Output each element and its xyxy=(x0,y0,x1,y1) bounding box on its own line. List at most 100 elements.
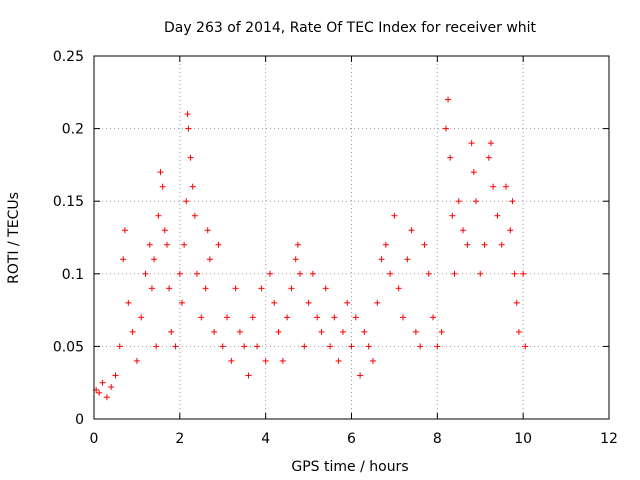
x-tick-label: 10 xyxy=(514,431,532,447)
axes: 0 2 4 6 8 10 12 0 0.05 0.1 0.15 0.2 0.25 xyxy=(53,49,618,447)
data-point xyxy=(288,285,295,292)
data-point xyxy=(485,154,492,161)
grid xyxy=(94,56,609,419)
data-point xyxy=(391,212,398,219)
data-point xyxy=(211,328,218,335)
data-point xyxy=(198,314,205,321)
x-tick-label: 2 xyxy=(175,431,184,447)
data-point xyxy=(120,256,127,263)
data-point xyxy=(153,343,160,350)
data-point xyxy=(142,270,149,277)
data-point xyxy=(275,328,282,335)
data-point xyxy=(206,256,213,263)
data-point xyxy=(116,343,123,350)
data-point xyxy=(494,212,501,219)
data-point xyxy=(503,183,509,190)
data-point xyxy=(387,270,394,277)
data-point xyxy=(445,96,452,103)
data-point xyxy=(279,357,286,364)
data-point xyxy=(382,241,389,248)
data-point xyxy=(455,198,462,205)
chart-title: Day 263 of 2014, Rate Of TEC Index for r… xyxy=(164,20,537,36)
data-point xyxy=(185,125,192,132)
data-point xyxy=(172,343,179,350)
data-point xyxy=(487,140,494,147)
data-point xyxy=(245,372,252,379)
data-point xyxy=(146,241,153,248)
data-point xyxy=(472,198,479,205)
data-point xyxy=(194,270,200,277)
data-point xyxy=(404,256,411,263)
x-tick-label: 0 xyxy=(90,431,99,447)
data-point xyxy=(470,169,477,176)
x-tick-label: 12 xyxy=(600,431,618,447)
data-point xyxy=(408,227,415,234)
data-point xyxy=(204,227,211,234)
data-point xyxy=(232,285,239,292)
data-point xyxy=(434,343,441,350)
data-point xyxy=(112,372,119,379)
data-point xyxy=(335,357,342,364)
data-point xyxy=(318,328,325,335)
data-point xyxy=(513,299,520,306)
y-axis-label: ROTI / TECUs xyxy=(6,192,22,284)
x-tick-label: 6 xyxy=(347,431,356,447)
data-point xyxy=(365,343,372,350)
data-point xyxy=(266,270,273,277)
data-point xyxy=(258,285,265,292)
data-point xyxy=(187,154,194,161)
data-point xyxy=(451,270,458,277)
y-tick-label: 0.2 xyxy=(62,122,84,138)
data-point xyxy=(294,241,301,248)
data-point xyxy=(184,111,191,118)
data-point xyxy=(507,227,514,234)
data-point xyxy=(297,270,303,277)
data-point xyxy=(515,328,522,335)
data-point xyxy=(449,212,456,219)
data-point xyxy=(241,343,248,350)
data-point xyxy=(129,328,136,335)
data-point xyxy=(168,328,175,335)
data-point xyxy=(417,343,424,350)
data-point xyxy=(254,343,261,350)
data-point xyxy=(271,299,278,306)
data-point xyxy=(322,285,329,292)
data-point xyxy=(157,169,164,176)
data-point xyxy=(442,125,449,132)
data-point xyxy=(425,270,432,277)
data-point xyxy=(176,270,183,277)
data-point xyxy=(361,328,368,335)
data-point xyxy=(374,299,381,306)
data-point xyxy=(121,227,128,234)
data-point xyxy=(249,314,256,321)
data-point xyxy=(148,285,155,292)
data-point xyxy=(498,241,505,248)
data-point xyxy=(400,314,406,321)
data-point xyxy=(520,270,527,277)
data-point xyxy=(178,299,185,306)
data-point xyxy=(314,314,321,321)
data-point xyxy=(301,343,308,350)
data-point xyxy=(159,183,166,190)
data-point xyxy=(96,389,103,396)
data-point xyxy=(357,372,364,379)
data-point xyxy=(348,343,355,350)
data-point xyxy=(99,379,106,386)
data-point xyxy=(511,270,518,277)
data-point xyxy=(447,154,454,161)
data-point xyxy=(352,314,359,321)
data-point xyxy=(155,212,162,219)
data-point xyxy=(189,183,196,190)
data-point xyxy=(305,299,312,306)
data-point xyxy=(464,241,471,248)
data-point xyxy=(395,285,402,292)
y-tick-label: 0 xyxy=(75,412,84,428)
data-point xyxy=(202,285,209,292)
x-tick-label: 4 xyxy=(261,431,270,447)
data-point xyxy=(138,314,145,321)
data-point xyxy=(331,314,338,321)
data-point xyxy=(183,198,190,205)
data-point xyxy=(378,256,385,263)
data-point xyxy=(509,198,516,205)
